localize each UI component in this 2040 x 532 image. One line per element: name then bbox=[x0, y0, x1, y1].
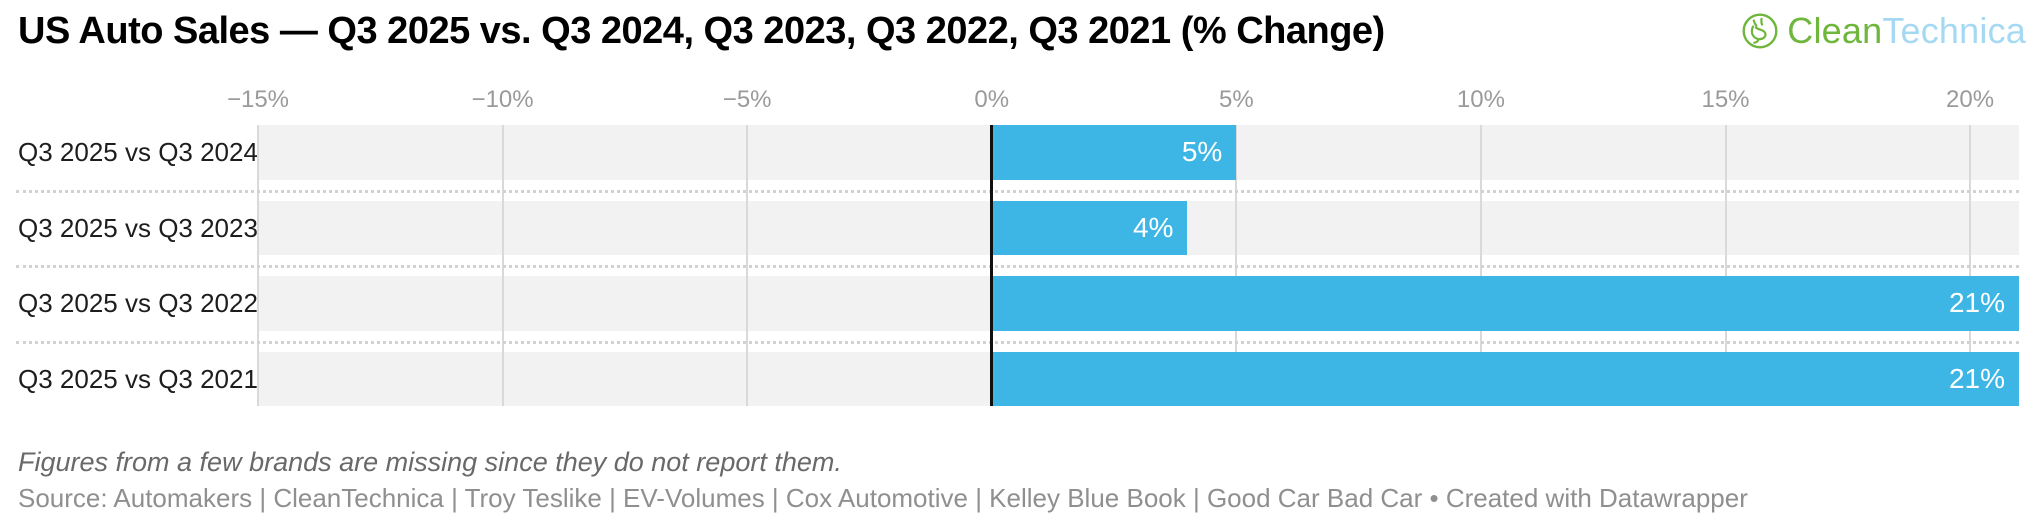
bar-value-label: 21% bbox=[1948, 287, 2005, 319]
row-label-q3-2022: Q3 2025 vs Q3 2022 bbox=[18, 288, 258, 318]
bar-q3-2025-vs-q3-2024[interactable]: 5% bbox=[993, 125, 1237, 180]
bar-value-label: 21% bbox=[1948, 362, 2005, 394]
row-label-q3-2024: Q3 2025 vs Q3 2024 bbox=[18, 137, 258, 167]
x-axis-tick-label: −15% bbox=[226, 86, 290, 113]
row-separator bbox=[16, 340, 2019, 344]
zero-baseline bbox=[990, 125, 994, 406]
row-separator bbox=[16, 189, 2019, 193]
row-separator bbox=[16, 265, 2019, 268]
logo-clean-text: Clean bbox=[1787, 10, 1883, 51]
x-axis-tick-label: 10% bbox=[1456, 86, 1505, 113]
bar-q3-2025-vs-q3-2022[interactable]: 21% bbox=[993, 276, 2019, 331]
chart-row: Q3 2025 vs Q3 2021 21% bbox=[0, 351, 2040, 406]
x-axis-tick-label: 15% bbox=[1701, 86, 1750, 113]
x-axis-tick-label: 5% bbox=[1218, 86, 1254, 113]
x-axis-tick-label: 20% bbox=[1946, 86, 1995, 113]
bar-q3-2025-vs-q3-2023[interactable]: 4% bbox=[993, 200, 1188, 255]
bar-value-label: 5% bbox=[1181, 136, 1223, 168]
chart-title: US Auto Sales — Q3 2025 vs. Q3 2024, Q3 … bbox=[18, 10, 1385, 52]
row-label-q3-2023: Q3 2025 vs Q3 2023 bbox=[18, 212, 258, 243]
logo-technica-text: Technica bbox=[1882, 10, 2026, 51]
cleantechnica-logo: CleanTechnica bbox=[1740, 10, 2026, 52]
row-label-q3-2021: Q3 2025 vs Q3 2021 bbox=[18, 363, 258, 394]
chart-source-line: Source: Automakers | CleanTechnica | Tro… bbox=[18, 483, 1748, 513]
chart-row: Q3 2025 vs Q3 2022 21% bbox=[0, 276, 2040, 331]
chart-row: Q3 2025 vs Q3 2024 5% bbox=[0, 125, 2040, 180]
bar-q3-2025-vs-q3-2021[interactable]: 21% bbox=[993, 351, 2019, 406]
x-axis-tick-label: −5% bbox=[722, 86, 772, 113]
x-axis-tick-label: −10% bbox=[471, 86, 534, 113]
bar-value-label: 4% bbox=[1132, 211, 1174, 243]
logo-wordmark: CleanTechnica bbox=[1787, 10, 2026, 52]
chart-row: Q3 2025 vs Q3 2023 4% bbox=[0, 200, 2040, 255]
x-axis-tick-label: 0% bbox=[974, 86, 1010, 113]
cleantechnica-circle-plug-icon bbox=[1740, 11, 1780, 51]
chart-footnote: Figures from a few brands are missing si… bbox=[18, 447, 842, 477]
